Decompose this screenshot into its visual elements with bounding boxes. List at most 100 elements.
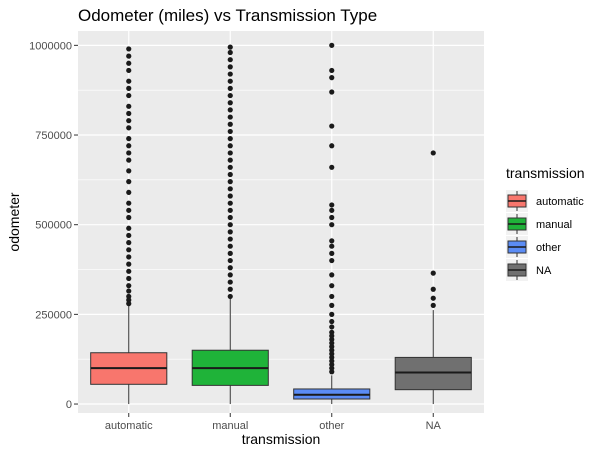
outlier-point — [126, 143, 132, 149]
y-tick-label: 1000000 — [29, 40, 72, 52]
outlier-point — [227, 200, 233, 206]
outlier-point — [126, 157, 132, 163]
y-axis-title: odometer — [6, 192, 22, 251]
outlier-point — [227, 179, 233, 185]
outlier-point — [126, 301, 132, 307]
outlier-point — [126, 118, 132, 124]
legend-item-manual: manual — [506, 213, 572, 235]
outlier-point — [227, 44, 233, 50]
outlier-point — [227, 150, 233, 156]
outlier-point — [126, 207, 132, 213]
outlier-point — [227, 222, 233, 228]
outlier-point — [126, 297, 132, 303]
legend: transmission automatic manual other NA — [506, 165, 585, 281]
outlier-point — [126, 288, 132, 294]
outlier-point — [430, 302, 436, 308]
outlier-point — [329, 123, 335, 129]
y-tick-label: 750000 — [35, 130, 72, 142]
outlier-point — [227, 121, 233, 127]
outlier-point — [227, 143, 233, 149]
legend-title: transmission — [506, 165, 585, 181]
box-na — [394, 150, 472, 405]
outlier-point — [126, 247, 132, 253]
outlier-point — [329, 283, 335, 289]
box-manual — [191, 44, 269, 405]
outlier-point — [227, 293, 233, 300]
outlier-point — [126, 214, 132, 221]
outlier-point — [329, 365, 335, 371]
outlier-point — [126, 53, 132, 59]
outlier-point — [329, 318, 335, 325]
outlier-point — [227, 243, 233, 249]
outlier-point — [430, 150, 436, 156]
outlier-point — [227, 257, 233, 264]
y-axis: 0 250000 500000 750000 1000000 — [29, 40, 78, 411]
x-axis: automatic manual other NA — [105, 413, 442, 432]
outlier-point — [227, 57, 233, 63]
outlier-point — [126, 189, 132, 196]
box-automatic — [90, 46, 168, 405]
y-tick-label: 250000 — [35, 309, 72, 321]
outlier-point — [227, 171, 233, 178]
legend-item-na: NA — [506, 259, 552, 281]
outlier-point — [126, 268, 132, 274]
outlier-point — [329, 336, 335, 343]
outlier-point — [329, 222, 335, 228]
legend-item-automatic: automatic — [506, 190, 584, 212]
outlier-point — [227, 272, 233, 278]
outlier-point — [126, 92, 132, 99]
outlier-point — [329, 329, 335, 335]
outlier-point — [227, 107, 233, 113]
outlier-point — [329, 272, 335, 278]
outlier-point — [430, 295, 436, 301]
outlier-point — [126, 136, 132, 142]
outlier-point — [126, 150, 132, 156]
outlier-point — [227, 78, 233, 84]
outlier-point — [329, 302, 335, 308]
outlier-point — [227, 100, 233, 106]
outlier-point — [329, 238, 335, 244]
outlier-point — [126, 67, 132, 74]
x-tick-label: NA — [426, 420, 442, 432]
outlier-point — [329, 333, 335, 339]
outlier-point — [227, 136, 233, 142]
outlier-point — [329, 311, 335, 317]
outlier-point — [329, 361, 335, 368]
outlier-point — [329, 351, 335, 357]
legend-label: manual — [536, 219, 572, 231]
outlier-point — [126, 46, 132, 52]
outlier-point — [227, 92, 233, 99]
y-tick-label: 500000 — [35, 220, 72, 232]
outlier-point — [227, 236, 233, 242]
outlier-point — [126, 240, 132, 246]
legend-label: NA — [536, 265, 552, 277]
outlier-point — [126, 225, 132, 231]
x-axis-title: transmission — [242, 431, 321, 447]
outlier-point — [329, 89, 335, 95]
outlier-point — [126, 110, 132, 117]
outlier-point — [227, 207, 233, 213]
chart-title: Odometer (miles) vs Transmission Type — [78, 6, 377, 25]
outlier-point — [227, 49, 233, 56]
outlier-point — [227, 71, 233, 77]
legend-item-other: other — [506, 236, 561, 258]
x-tick-label: automatic — [105, 420, 153, 432]
outlier-point — [329, 75, 335, 81]
outlier-point — [126, 103, 132, 109]
outlier-point — [227, 128, 233, 135]
outlier-point — [329, 354, 335, 361]
outlier-point — [329, 42, 335, 48]
x-tick-label: other — [319, 420, 344, 432]
outlier-point — [227, 214, 233, 221]
outlier-point — [329, 67, 335, 74]
legend-label: other — [536, 242, 561, 254]
outlier-point — [126, 275, 132, 282]
outlier-point — [329, 347, 335, 353]
outlier-point — [329, 369, 335, 375]
box-iqr — [394, 356, 472, 391]
outlier-point — [329, 250, 335, 256]
outlier-point — [126, 60, 132, 66]
outlier-point — [329, 358, 335, 364]
outlier-point — [430, 270, 436, 276]
